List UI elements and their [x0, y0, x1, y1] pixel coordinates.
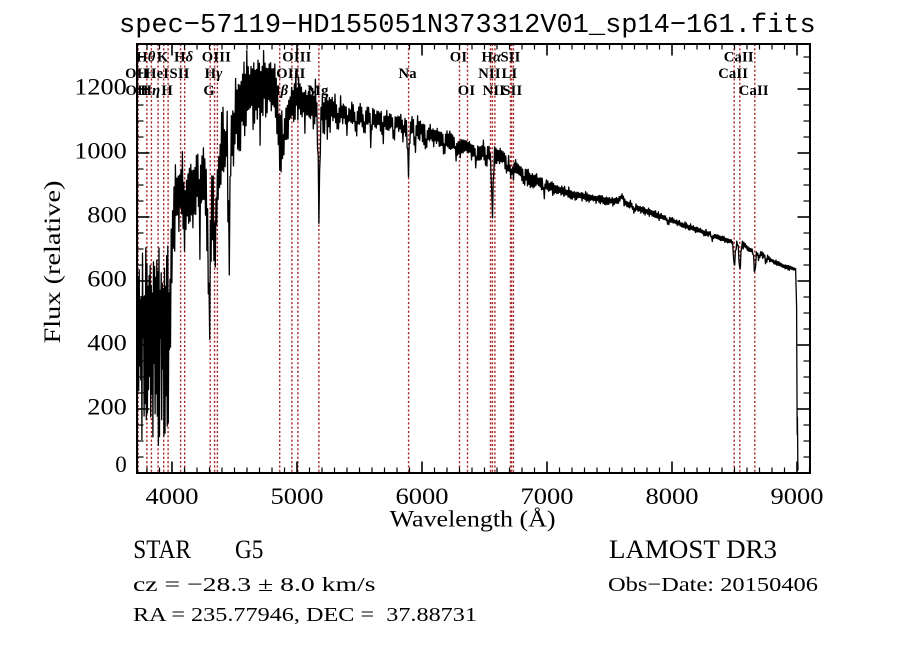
svg-text:Hα: Hα	[481, 50, 502, 66]
svg-text:OI: OI	[450, 50, 468, 66]
svg-text:NII: NII	[478, 66, 501, 82]
svg-text:OIII: OIII	[276, 66, 305, 82]
svg-text:CaII: CaII	[739, 83, 769, 99]
svg-text:4000: 4000	[146, 484, 199, 509]
svg-text:5000: 5000	[271, 484, 324, 509]
svg-text:600: 600	[87, 267, 127, 292]
svg-text:OIII: OIII	[282, 50, 311, 66]
svg-text:400: 400	[87, 331, 127, 356]
svg-text:STAR: STAR	[133, 535, 191, 564]
svg-text:SII: SII	[500, 50, 520, 66]
svg-text:H: H	[161, 83, 173, 99]
svg-text:spec−57119−HD155051N373312V01_: spec−57119−HD155051N373312V01_sp14−161.f…	[119, 11, 816, 41]
svg-text:8000: 8000	[646, 484, 699, 509]
svg-text:G: G	[203, 83, 215, 99]
svg-text:OII: OII	[125, 66, 148, 82]
svg-text:Hδ: Hδ	[174, 50, 194, 66]
svg-text:NII: NII	[483, 83, 506, 99]
svg-text:Hβ: Hβ	[269, 83, 289, 99]
svg-text:CaII: CaII	[718, 66, 748, 82]
svg-text:RA = 235.77946, DEC = 37.8873: RA = 235.77946, DEC = 37.88731	[133, 604, 477, 626]
svg-text:K: K	[157, 50, 169, 66]
svg-text:Hγ: Hγ	[205, 66, 224, 82]
svg-text:Obs−Date: 20150406: Obs−Date: 20150406	[608, 574, 818, 596]
svg-text:OIII: OIII	[202, 50, 231, 66]
svg-text:Flux (relative): Flux (relative)	[40, 181, 66, 344]
svg-text:LAMOST DR3: LAMOST DR3	[609, 535, 777, 564]
svg-text:6000: 6000	[396, 484, 449, 509]
svg-text:HeI: HeI	[145, 66, 169, 82]
svg-text:1000: 1000	[74, 139, 127, 164]
svg-text:Wavelength (Å): Wavelength (Å)	[390, 507, 556, 533]
svg-text:cz = −28.3 ± 8.0 km/s: cz = −28.3 ± 8.0 km/s	[133, 574, 376, 596]
svg-text:800: 800	[87, 203, 127, 228]
svg-text:0: 0	[115, 452, 127, 477]
svg-text:Hη: Hη	[141, 83, 161, 99]
svg-text:LI: LI	[502, 66, 518, 82]
svg-text:G5: G5	[235, 535, 263, 564]
svg-text:CaII: CaII	[724, 50, 754, 66]
svg-text:SII: SII	[502, 83, 522, 99]
svg-text:OI: OI	[458, 83, 476, 99]
svg-text:Hθ: Hθ	[136, 50, 156, 66]
svg-text:1200: 1200	[74, 75, 127, 100]
svg-text:Mg: Mg	[307, 83, 329, 99]
svg-text:9000: 9000	[771, 484, 824, 509]
svg-text:SII: SII	[170, 66, 190, 82]
svg-text:7000: 7000	[521, 484, 574, 509]
svg-text:OII: OII	[125, 83, 148, 99]
svg-text:Na: Na	[398, 66, 417, 82]
svg-text:200: 200	[87, 395, 127, 420]
